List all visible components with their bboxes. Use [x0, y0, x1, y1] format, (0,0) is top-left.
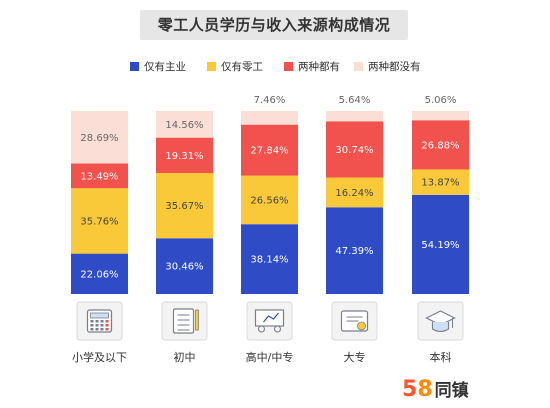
- classroom-icon: [246, 301, 293, 341]
- brand-logo-text: 同镇: [434, 381, 469, 401]
- data-label-neither: 28.69%: [80, 133, 118, 144]
- legend-label-main-job: 仅有主业: [144, 60, 186, 73]
- legend-swatch-gig-only: [207, 61, 216, 71]
- category-label: 小学及以下: [72, 350, 127, 364]
- data-label-both: 26.88%: [421, 140, 459, 151]
- data-label-main-job: 22.06%: [80, 269, 118, 280]
- data-label-gig-only: 35.67%: [165, 201, 203, 212]
- data-label-main-job: 38.14%: [250, 255, 288, 266]
- category-label: 大专: [344, 350, 366, 364]
- bar-segment-neither: [326, 110, 383, 122]
- data-label-main-job: 54.19%: [421, 240, 459, 251]
- bar-segment-main-job: [156, 238, 213, 294]
- data-label-both: 19.31%: [165, 151, 203, 162]
- bar-segment-gig-only: [241, 175, 298, 225]
- data-label-gig-only: 16.24%: [335, 188, 373, 199]
- bar-segment-main-job: [71, 253, 128, 294]
- calculator-icon: [76, 301, 123, 341]
- brand-logo-digit-8: 8: [417, 377, 433, 402]
- bar-segment-both: [241, 124, 298, 176]
- category-label: 本科: [430, 350, 452, 364]
- data-label-both: 27.84%: [250, 146, 288, 157]
- legend-item-both: 两种都有: [284, 58, 340, 74]
- legend: 仅有主业 仅有零工 两种都有 两种都没有: [0, 58, 550, 74]
- bar-segment-main-job: [412, 194, 469, 294]
- bar-segment-neither: [412, 111, 469, 121]
- bar-segment-both: [326, 121, 383, 178]
- bar-segment-gig-only: [156, 172, 213, 239]
- legend-item-gig-only: 仅有零工: [207, 58, 263, 74]
- brand-logo: 5 8 同镇: [402, 376, 469, 402]
- bar-segment-gig-only: [326, 177, 383, 208]
- data-label-both: 13.49%: [80, 171, 118, 182]
- data-label-gig-only: 13.87%: [421, 178, 459, 189]
- bar-segment-gig-only: [412, 169, 469, 195]
- chart-title: 零工人员学历与收入来源构成情况: [157, 16, 391, 34]
- bar-segment-both: [412, 120, 469, 170]
- legend-swatch-both: [284, 61, 293, 71]
- data-label-neither: 5.64%: [339, 95, 371, 106]
- data-label-main-job: 30.46%: [165, 262, 203, 273]
- legend-swatch-neither: [354, 61, 363, 71]
- category-label: 初中: [174, 350, 196, 364]
- data-label-both: 30.74%: [335, 145, 373, 156]
- bar-segment-main-job: [326, 207, 383, 294]
- legend-item-main-job: 仅有主业: [130, 58, 186, 74]
- legend-item-neither: 两种都没有: [354, 58, 421, 74]
- data-label-neither: 5.06%: [425, 95, 457, 106]
- bar-segment-gig-only: [71, 188, 128, 254]
- bar-segment-neither: [156, 111, 213, 138]
- legend-label-both: 两种都有: [298, 60, 340, 73]
- bar-segment-main-job: [241, 224, 298, 294]
- notebook-icon: [161, 301, 208, 341]
- bar-segment-both: [156, 137, 213, 173]
- graduation-cap-icon: [417, 301, 464, 341]
- data-label-neither: 14.56%: [165, 120, 203, 131]
- diploma-scroll-icon: [331, 301, 378, 341]
- data-label-gig-only: 35.76%: [80, 216, 118, 227]
- data-label-gig-only: 26.56%: [250, 195, 288, 206]
- bar-segment-both: [71, 163, 128, 189]
- legend-label-neither: 两种都没有: [368, 60, 421, 73]
- brand-logo-digit-5: 5: [402, 377, 418, 402]
- legend-swatch-main-job: [130, 61, 139, 71]
- legend-label-gig-only: 仅有零工: [221, 60, 263, 73]
- title-banner: [140, 10, 408, 40]
- bar-segment-neither: [241, 111, 298, 125]
- category-label: 高中/中专: [246, 350, 294, 364]
- data-label-neither: 7.46%: [254, 95, 286, 106]
- bar-segment-neither: [71, 111, 128, 164]
- data-label-main-job: 47.39%: [335, 246, 373, 257]
